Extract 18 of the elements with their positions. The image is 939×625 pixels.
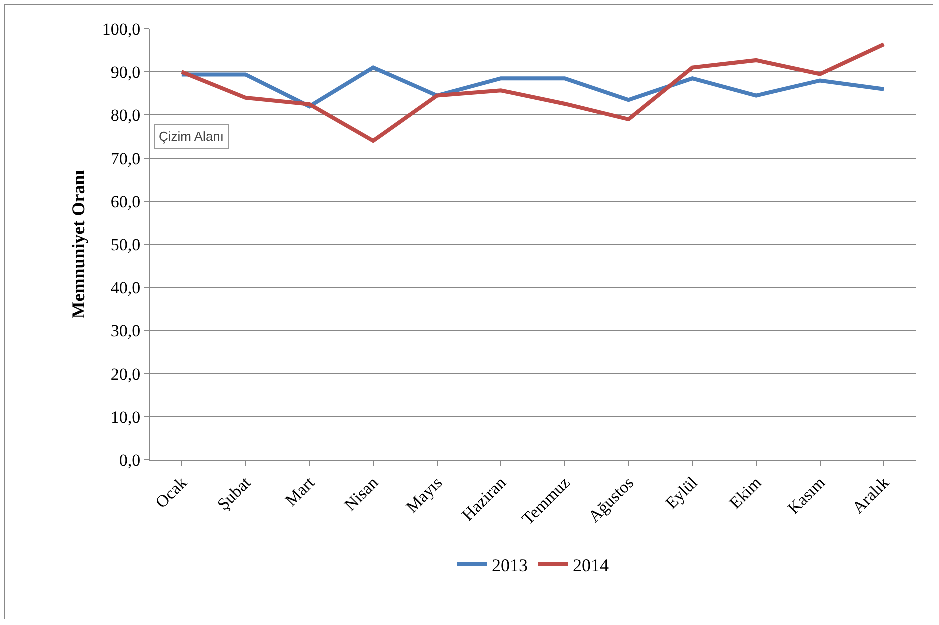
- y-tick-label: 30,0: [110, 322, 141, 341]
- line-series: [180, 66, 886, 109]
- x-tick-label: Mart: [282, 473, 319, 510]
- y-tick-label: 50,0: [110, 235, 141, 254]
- legend-label: 2014: [573, 555, 609, 576]
- annotation: Çizim Alanı: [159, 129, 224, 144]
- legend-label: 2013: [492, 555, 528, 576]
- y-tick-label: 20,0: [110, 364, 141, 384]
- y-tick-label: 80,0: [110, 106, 141, 126]
- x-tick-label: Ocak: [152, 472, 192, 512]
- y-axis-title: Memnuniyet Oranı: [68, 170, 89, 319]
- y-tick-label: 90,0: [110, 63, 141, 82]
- y-tick-label: 0,0: [119, 450, 141, 470]
- y-tick-label: 100,0: [102, 20, 141, 39]
- y-tick-label: 60,0: [110, 192, 141, 212]
- y-tick-label: 40,0: [110, 278, 141, 298]
- y-tick-label: 10,0: [110, 408, 141, 427]
- y-tick-label: 70,0: [110, 149, 141, 168]
